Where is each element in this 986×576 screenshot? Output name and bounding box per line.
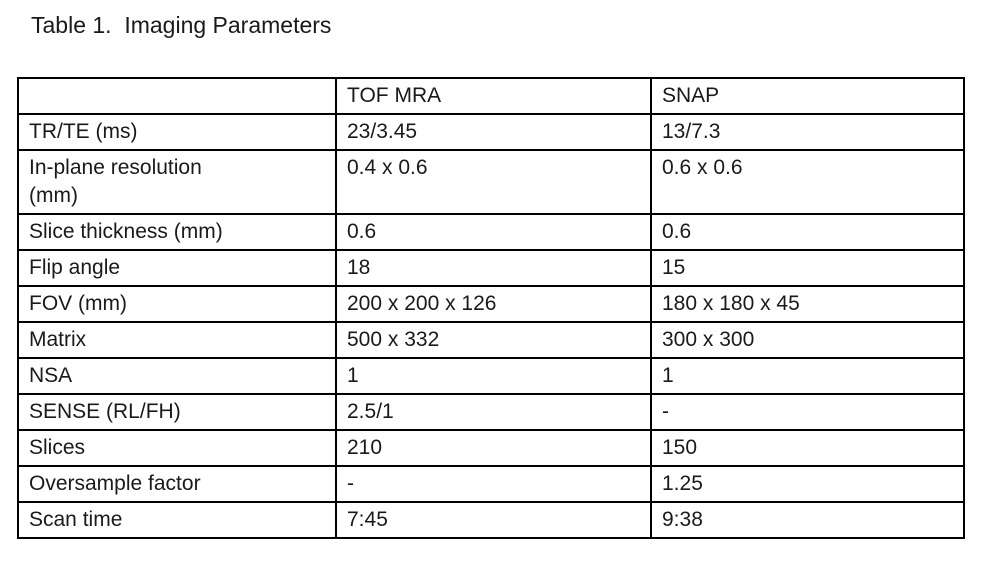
tof-mra-value: - bbox=[335, 465, 652, 503]
parameter-label: In-plane resolution (mm) bbox=[17, 149, 337, 215]
table-row-matrix: Matrix 500 x 332 300 x 300 bbox=[17, 321, 965, 359]
parameter-label: Flip angle bbox=[17, 249, 337, 287]
tof-mra-value: 1 bbox=[335, 357, 652, 395]
table-row-oversample-factor: Oversample factor - 1.25 bbox=[17, 465, 965, 503]
tof-mra-value: 7:45 bbox=[335, 501, 652, 539]
tof-mra-value: 500 x 332 bbox=[335, 321, 652, 359]
column-header-parameter bbox=[17, 77, 337, 115]
snap-value: 13/7.3 bbox=[650, 113, 965, 151]
tof-mra-value: 0.4 x 0.6 bbox=[335, 149, 652, 215]
table-row-tr-te: TR/TE (ms) 23/3.45 13/7.3 bbox=[17, 113, 965, 151]
parameter-label: Matrix bbox=[17, 321, 337, 359]
table-row-nsa: NSA 1 1 bbox=[17, 357, 965, 395]
snap-value: 1.25 bbox=[650, 465, 965, 503]
snap-value: 15 bbox=[650, 249, 965, 287]
parameter-label: TR/TE (ms) bbox=[17, 113, 337, 151]
tof-mra-value: 23/3.45 bbox=[335, 113, 652, 151]
parameter-label: FOV (mm) bbox=[17, 285, 337, 323]
parameter-label: Slices bbox=[17, 429, 337, 467]
table-row-fov: FOV (mm) 200 x 200 x 126 180 x 180 x 45 bbox=[17, 285, 965, 323]
parameter-label: Oversample factor bbox=[17, 465, 337, 503]
snap-value: 0.6 bbox=[650, 213, 965, 251]
tof-mra-value: 2.5/1 bbox=[335, 393, 652, 431]
tof-mra-value: 18 bbox=[335, 249, 652, 287]
snap-value: 150 bbox=[650, 429, 965, 467]
snap-value: 9:38 bbox=[650, 501, 965, 539]
header-row: TOF MRA SNAP bbox=[17, 77, 965, 115]
parameter-label: SENSE (RL/FH) bbox=[17, 393, 337, 431]
table-row-slice-thickness: Slice thickness (mm) 0.6 0.6 bbox=[17, 213, 965, 251]
parameter-label: Slice thickness (mm) bbox=[17, 213, 337, 251]
snap-value: 180 x 180 x 45 bbox=[650, 285, 965, 323]
snap-value: 300 x 300 bbox=[650, 321, 965, 359]
table-row-slices: Slices 210 150 bbox=[17, 429, 965, 467]
table-row-in-plane-resolution: In-plane resolution (mm) 0.4 x 0.6 0.6 x… bbox=[17, 149, 965, 215]
tof-mra-value: 200 x 200 x 126 bbox=[335, 285, 652, 323]
table-row-scan-time: Scan time 7:45 9:38 bbox=[17, 501, 965, 539]
tof-mra-value: 0.6 bbox=[335, 213, 652, 251]
parameter-label: NSA bbox=[17, 357, 337, 395]
snap-value: 1 bbox=[650, 357, 965, 395]
snap-value: 0.6 x 0.6 bbox=[650, 149, 965, 215]
table-row-flip-angle: Flip angle 18 15 bbox=[17, 249, 965, 287]
table-caption: Table 1. Imaging Parameters bbox=[31, 12, 332, 38]
column-header-snap: SNAP bbox=[650, 77, 965, 115]
imaging-parameters-table: TOF MRA SNAP TR/TE (ms) 23/3.45 13/7.3 I… bbox=[17, 77, 965, 539]
parameter-label: Scan time bbox=[17, 501, 337, 539]
column-header-tof-mra: TOF MRA bbox=[335, 77, 652, 115]
tof-mra-value: 210 bbox=[335, 429, 652, 467]
snap-value: - bbox=[650, 393, 965, 431]
table-row-sense: SENSE (RL/FH) 2.5/1 - bbox=[17, 393, 965, 431]
